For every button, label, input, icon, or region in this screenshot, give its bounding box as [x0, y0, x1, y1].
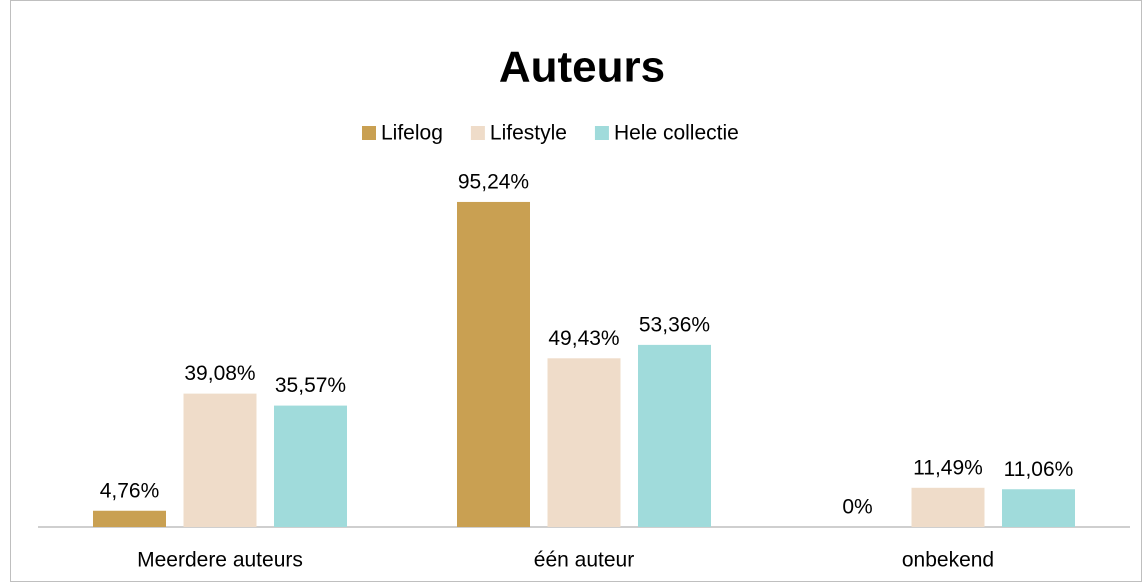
- legend-swatch: [362, 126, 376, 140]
- legend-swatch: [594, 126, 609, 140]
- legend-label: Hele collectie: [614, 122, 739, 145]
- legend-label: Lifelog: [381, 122, 443, 145]
- bar: [274, 405, 347, 527]
- data-label: 0%: [842, 496, 872, 519]
- bar: [457, 201, 530, 528]
- data-label: 11,49%: [913, 456, 983, 479]
- data-label: 53,36%: [639, 313, 710, 336]
- bar: [93, 510, 166, 527]
- data-label: 35,57%: [275, 374, 346, 397]
- bar: [638, 344, 711, 527]
- legend-label: Lifestyle: [490, 122, 567, 145]
- x-tick-label: één auteur: [534, 549, 634, 572]
- chart-title: Auteurs: [499, 43, 665, 92]
- bar: [547, 358, 621, 527]
- data-label: 4,76%: [100, 479, 160, 502]
- legend-swatch: [470, 126, 485, 140]
- x-tick-label: onbekend: [902, 549, 994, 572]
- bar: [1002, 489, 1075, 527]
- data-label: 39,08%: [184, 362, 255, 385]
- data-label: 11,06%: [1004, 458, 1074, 481]
- x-tick-label: Meerdere auteurs: [137, 549, 303, 572]
- bar: [183, 393, 257, 527]
- data-label: 95,24%: [458, 170, 529, 193]
- data-label: 49,43%: [548, 327, 619, 350]
- bar: [911, 487, 985, 527]
